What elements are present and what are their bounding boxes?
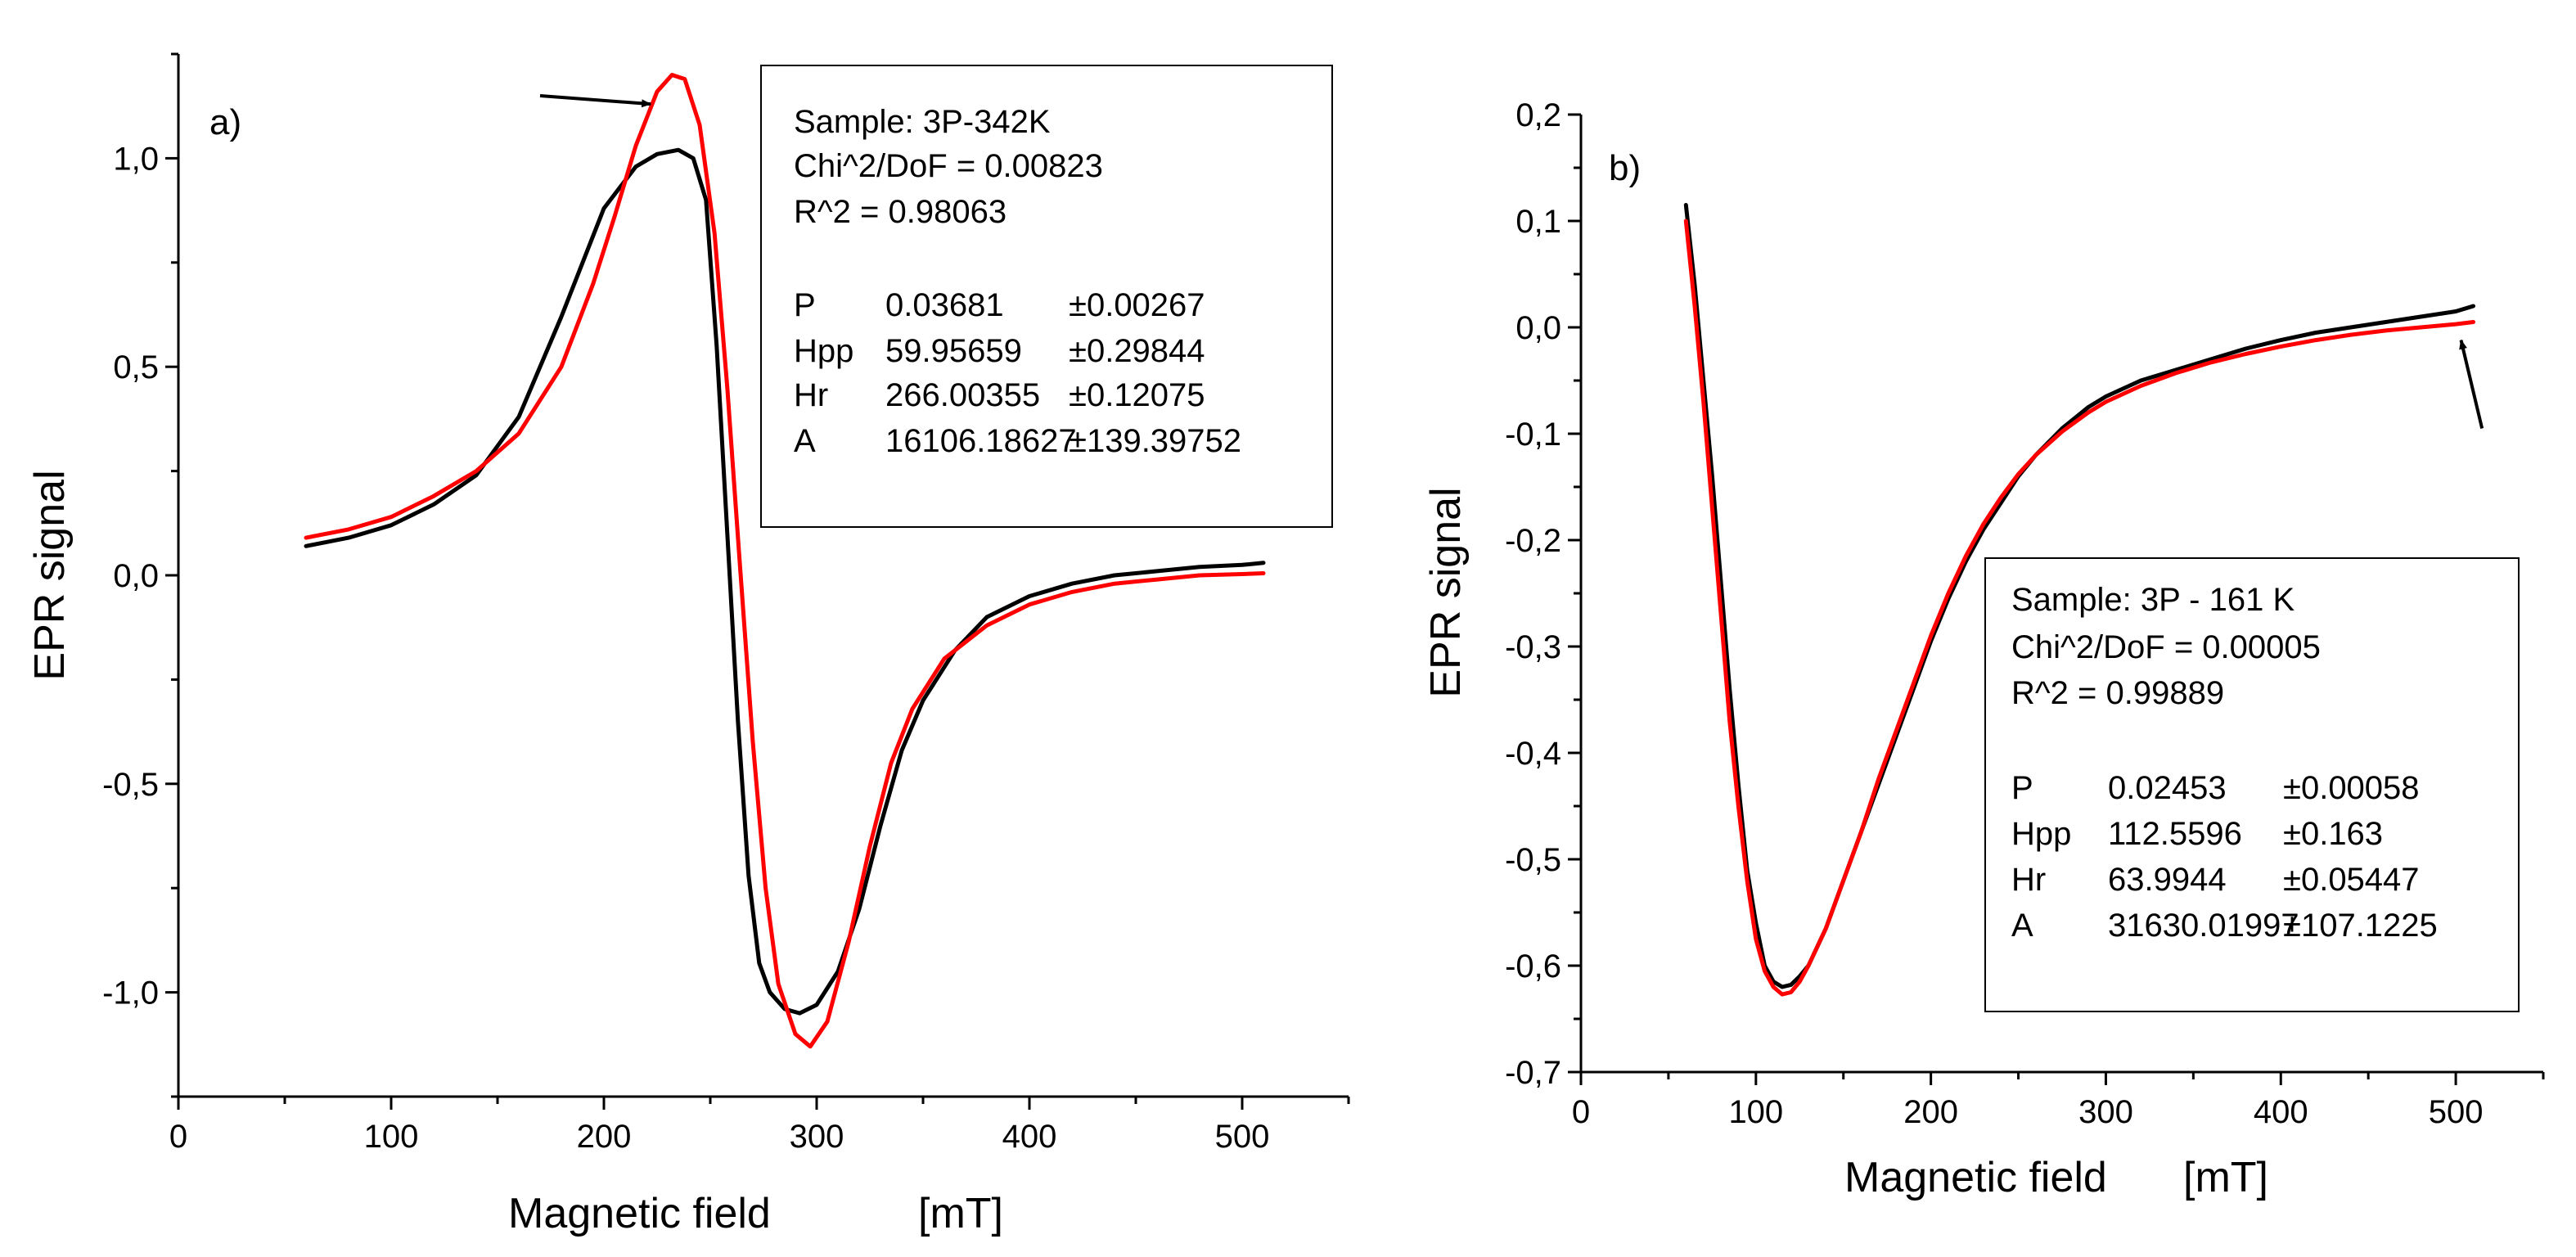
x-tick-label: 500 xyxy=(1215,1119,1270,1155)
panel-a-param-name: A xyxy=(794,423,816,459)
panel-a-param-error: ±139.39752 xyxy=(1069,423,1241,459)
y-tick-label: -0,4 xyxy=(1505,736,1561,772)
panel-b-x-axis-unit: [mT] xyxy=(2183,1154,2268,1201)
panel-b-param-error: ±107.1225 xyxy=(2283,908,2438,944)
panel-a-param-error: ±0.12075 xyxy=(1069,377,1205,413)
panel-b-series xyxy=(1683,203,2475,997)
series-line-experimental xyxy=(304,147,1266,1016)
panel-a-param-name: Hr xyxy=(794,377,828,413)
panel-a-param-value: 0.03681 xyxy=(885,287,1004,323)
x-tick-label: 200 xyxy=(577,1119,632,1155)
y-tick-label: -0,7 xyxy=(1505,1055,1561,1091)
panel-b-param-error: ±0.00058 xyxy=(2283,770,2420,806)
panel-a-label: a) xyxy=(209,102,241,142)
y-tick-label: -0,1 xyxy=(1505,417,1561,453)
panel-b-annotation-arrow xyxy=(2459,339,2484,429)
y-tick-label: -0,6 xyxy=(1505,948,1561,984)
panel-b-info-sample: Sample: 3P - 161 K xyxy=(2011,582,2295,618)
panel-a-info-r2: R^2 = 0.98063 xyxy=(794,194,1007,230)
y-tick-label: -0,5 xyxy=(1505,842,1561,878)
series-line-fit xyxy=(1683,219,2475,997)
x-tick-label: 300 xyxy=(2078,1094,2133,1130)
y-tick-label: 0,0 xyxy=(113,558,159,594)
panel-b-param-name: A xyxy=(2011,908,2033,944)
panel-a-param-name: Hpp xyxy=(794,333,853,369)
panel-a-y-ticks: -1,0 -0,5 0,0 0,5 1,0 xyxy=(102,52,178,1098)
panel-a-param-error: ±0.00267 xyxy=(1069,287,1205,323)
x-tick-label: 200 xyxy=(1903,1094,1958,1130)
panel-b-y-ticks: -0,7 -0,6 -0,5 -0,4 -0,3 -0,2 -0,1 0,0 0,1 0,2 xyxy=(1505,97,1581,1091)
panel-a-param-name: P xyxy=(794,287,816,323)
chart-panel-a: 0 100 200 300 400 500 -1,0 -0,5 0,0 0,5 1,0 a) EP… xyxy=(26,52,1350,1237)
x-tick-label: 0 xyxy=(169,1119,187,1155)
panel-a-info-box: Sample: 3P-342K Chi^2/DoF = 0.00823 R^2 … xyxy=(760,65,1333,528)
panel-b-x-axis-title: Magnetic field xyxy=(1844,1154,2107,1201)
panel-a-annotation-arrow xyxy=(539,93,652,108)
panel-b-param-name: Hr xyxy=(2011,862,2046,898)
panel-b-param-name: P xyxy=(2011,770,2033,806)
x-tick-label: 100 xyxy=(1728,1094,1783,1130)
series-line-fit xyxy=(304,73,1266,1049)
y-tick-label: -0,2 xyxy=(1505,523,1561,559)
panel-b-y-axis-title: EPR signal xyxy=(1422,487,1470,697)
y-tick-label: -0,3 xyxy=(1505,629,1561,665)
x-tick-label: 400 xyxy=(2254,1094,2308,1130)
panel-b-param-value: 63.9944 xyxy=(2108,862,2227,898)
x-tick-label: 300 xyxy=(790,1119,844,1155)
panel-b-param-value: 31630.01997 xyxy=(2108,908,2299,944)
panel-a-info-chi2: Chi^2/DoF = 0.00823 xyxy=(794,148,1103,184)
panel-a-x-ticks: 0 100 200 300 400 500 xyxy=(169,1097,1350,1155)
panel-b-label: b) xyxy=(1609,148,1641,188)
panel-a-param-value: 16106.18627 xyxy=(885,423,1077,459)
panel-b-x-ticks: 0 100 200 300 400 500 xyxy=(1572,1072,2545,1130)
y-tick-label: -1,0 xyxy=(102,975,159,1011)
panel-b-param-value: 112.5596 xyxy=(2108,816,2242,852)
panel-a-info-sample: Sample: 3P-342K xyxy=(794,104,1051,140)
panel-a-param-value: 59.95659 xyxy=(885,333,1022,369)
panel-a-param-value: 266.00355 xyxy=(885,377,1040,413)
y-tick-label: 0,0 xyxy=(1515,310,1561,346)
panel-a-y-axis-title: EPR signal xyxy=(26,470,74,680)
chart-panel-b: 0 100 200 300 400 500 -0,7-0,6-0,5-0,4-0,3-0,… xyxy=(1422,97,2545,1201)
panel-b-param-error: ±0.05447 xyxy=(2283,862,2420,898)
panel-b-param-name: Hpp xyxy=(2011,816,2071,852)
x-tick-label: 400 xyxy=(1002,1119,1057,1155)
y-tick-label: 0,5 xyxy=(113,349,159,385)
x-tick-label: 500 xyxy=(2429,1094,2484,1130)
panel-b-param-value: 0.02453 xyxy=(2108,770,2227,806)
y-tick-label: 0,1 xyxy=(1515,204,1561,240)
panel-b-info-box: Sample: 3P - 161 K Chi^2/DoF = 0.00005 R… xyxy=(1984,557,2520,1012)
x-tick-label: 100 xyxy=(364,1119,419,1155)
panel-a-series xyxy=(304,73,1266,1049)
panel-b-param-error: ±0.163 xyxy=(2283,816,2383,852)
x-tick-label: 0 xyxy=(1572,1094,1590,1130)
y-tick-label: -0,5 xyxy=(102,767,159,803)
panel-a-param-error: ±0.29844 xyxy=(1069,333,1205,369)
panel-b-info-chi2: Chi^2/DoF = 0.00005 xyxy=(2011,629,2321,665)
panel-a-x-axis-title: Magnetic field xyxy=(508,1190,771,1237)
panel-a-x-axis-unit: [mT] xyxy=(918,1190,1003,1237)
y-tick-label: 1,0 xyxy=(113,141,159,177)
panel-b-info-r2: R^2 = 0.99889 xyxy=(2011,675,2224,711)
y-tick-label: 0,2 xyxy=(1515,97,1561,133)
